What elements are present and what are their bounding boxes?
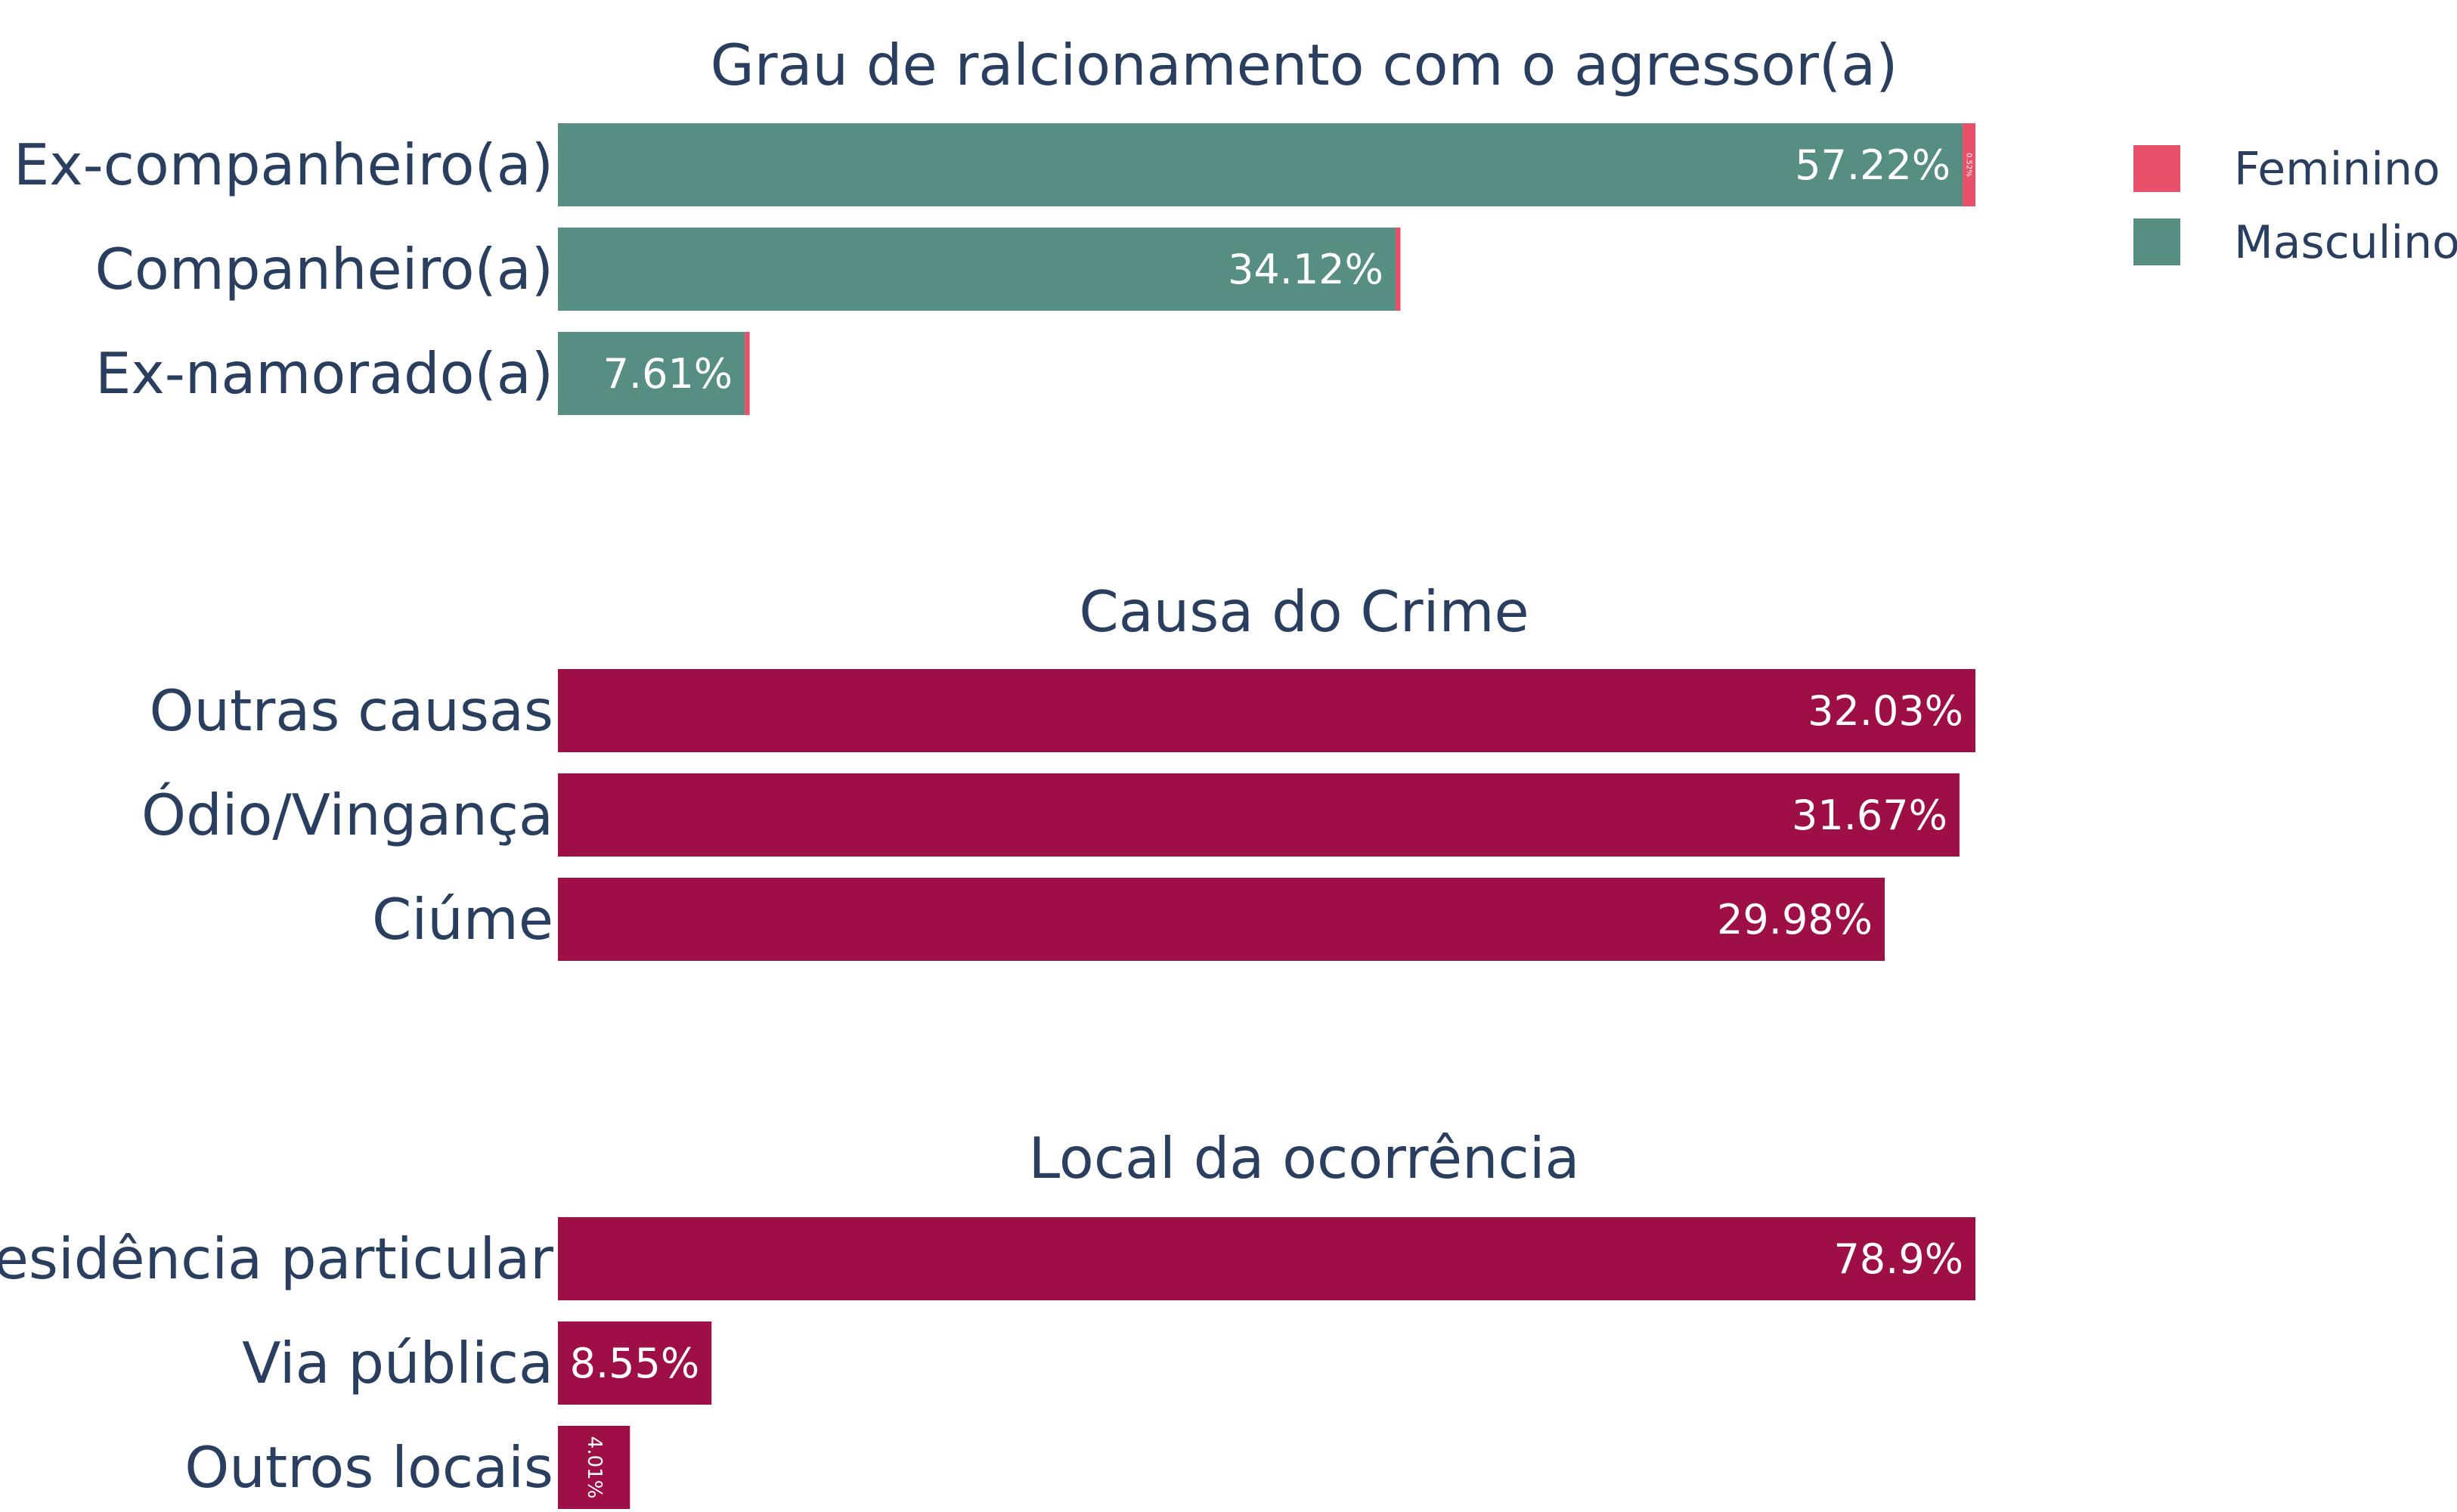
plots-layer: Grau de ralcionamento com o agressor(a) E… [0, 32, 1975, 1509]
bar-value-label: 8.55% [570, 1340, 700, 1387]
bar-value-label: 32.03% [1808, 687, 1963, 735]
bar[interactable] [558, 878, 1885, 961]
bar-value-label: 29.98% [1717, 896, 1873, 943]
bar-masculino[interactable] [558, 123, 1963, 206]
legend-label: Masculino [2234, 216, 2457, 269]
legend-swatch [2133, 218, 2180, 265]
legend-swatch [2133, 145, 2180, 192]
legend-item-feminino[interactable]: Feminino [2133, 143, 2440, 196]
bar-value-label-small: 0.52% [1965, 153, 1973, 177]
legend[interactable]: Feminino Masculino [2133, 143, 2457, 269]
panel-title: Grau de ralcionamento com o agressor(a) [711, 32, 1898, 98]
bar-feminino[interactable] [745, 332, 750, 415]
bar-value-label: 31.67% [1792, 792, 1947, 839]
bar-value-label: 78.9% [1833, 1235, 1963, 1283]
category-label: Ex-companheiro(a) [14, 132, 553, 198]
category-label: Outras causas [149, 677, 553, 744]
legend-item-masculino[interactable]: Masculino [2133, 216, 2457, 269]
category-label: Residência particular [0, 1225, 553, 1292]
bar-value-label: 34.12% [1228, 246, 1383, 293]
category-label: Companheiro(a) [95, 236, 553, 302]
bar-value-label-rotated: 4.01% [583, 1436, 606, 1499]
bar-feminino[interactable] [1395, 228, 1401, 311]
bar[interactable] [558, 1217, 1975, 1300]
legend-label: Feminino [2234, 143, 2440, 196]
panel-1: Grau de ralcionamento com o agressor(a) E… [14, 32, 1975, 415]
panel-title: Local da ocorrência [1028, 1125, 1579, 1191]
bar-masculino[interactable] [558, 228, 1396, 311]
panel-2: Causa do Crime Outras causas 32.03% Ódio/Vi… [141, 578, 1975, 961]
category-label: Ex-namorado(a) [95, 340, 553, 407]
bar-masculino[interactable] [558, 332, 745, 415]
category-label: Via pública [242, 1330, 553, 1396]
panel-3: Local da ocorrência Residência particular… [0, 1125, 1975, 1509]
bar[interactable] [558, 1321, 712, 1405]
bar-value-label: 57.22% [1795, 141, 1950, 189]
category-label: Outros locais [184, 1434, 553, 1501]
bar[interactable] [558, 669, 1975, 752]
bar-value-label: 7.61% [603, 350, 733, 398]
panel-title: Causa do Crime [1079, 578, 1529, 645]
bar-feminino[interactable] [1963, 123, 1975, 206]
category-label: Ódio/Vingança [141, 782, 553, 848]
category-label: Ciúme [372, 886, 553, 953]
bar[interactable] [558, 1426, 631, 1509]
bar[interactable] [558, 773, 1960, 857]
